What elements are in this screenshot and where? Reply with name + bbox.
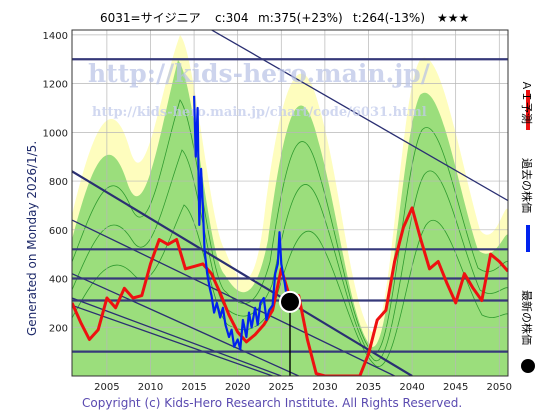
legend-latest-price-label: 最新の株価 bbox=[520, 290, 534, 345]
current-price-marker bbox=[279, 290, 301, 313]
trend-line bbox=[72, 304, 273, 376]
trend-line bbox=[72, 297, 282, 376]
x-tick-label: 2040 bbox=[399, 382, 424, 393]
plot-frame bbox=[71, 29, 509, 377]
rating-stars: ★★★ bbox=[437, 11, 469, 25]
legend-past-price-label: 過去の株価 bbox=[520, 158, 534, 213]
watermark-url-small: http://kids-hero.main.jp/chart/code/6031… bbox=[92, 105, 427, 120]
grid bbox=[72, 30, 508, 376]
trend-lines bbox=[72, 30, 508, 376]
band-contour-3 bbox=[72, 204, 508, 367]
trend-line bbox=[72, 273, 299, 376]
y-tick-label: 800 bbox=[49, 177, 68, 188]
y-axis: 200 400 600 800 1000 1200 1400 bbox=[43, 31, 68, 334]
stock-code-name: 6031=サイジニア bbox=[100, 11, 201, 25]
x-tick-label: 2035 bbox=[356, 382, 381, 393]
copyright-notice: Copyright (c) Kids-Hero Research Institu… bbox=[82, 396, 462, 410]
y-tick-label: 1400 bbox=[43, 31, 68, 42]
x-axis: 2005 2010 2015 2020 2025 2030 2035 2040 2045 2050 bbox=[94, 382, 512, 393]
x-tick-label: 2005 bbox=[94, 382, 119, 393]
y-tick-label: 1200 bbox=[43, 80, 68, 91]
plot-area: http://kids-hero.main.jp/ http://kids-he… bbox=[71, 29, 509, 377]
x-tick-label: 2010 bbox=[138, 382, 163, 393]
band-contour-1 bbox=[72, 99, 508, 354]
generated-date-label: Generated on Monday 2026/1/5. bbox=[25, 141, 39, 336]
x-tick-label: 2020 bbox=[225, 382, 250, 393]
legend-latest-price-swatch bbox=[521, 359, 535, 373]
trend-line bbox=[72, 219, 395, 376]
x-tick-label: 2015 bbox=[181, 382, 206, 393]
x-tick-label: 2045 bbox=[443, 382, 468, 393]
past-price-line bbox=[193, 95, 291, 351]
band-contour-2 bbox=[72, 149, 508, 361]
x-tick-label: 2025 bbox=[269, 382, 294, 393]
prediction-band-inner bbox=[72, 60, 508, 376]
y-tick-label: 400 bbox=[49, 275, 68, 286]
y-tick-label: 600 bbox=[49, 226, 68, 237]
mid-target-label: m:375(+23%) bbox=[258, 11, 343, 25]
x-tick-label: 2050 bbox=[487, 382, 512, 393]
y-tick-label: 200 bbox=[49, 323, 68, 334]
watermark-url-large: http://kids-hero.main.jp/ bbox=[88, 59, 431, 88]
current-price-label: c:304 bbox=[215, 11, 249, 25]
legend: ＡＩ予測 過去の株価 最新の株価 bbox=[520, 80, 535, 373]
low-target-label: t:264(-13%) bbox=[353, 11, 425, 25]
x-tick-label: 2030 bbox=[312, 382, 337, 393]
trend-line bbox=[210, 30, 508, 202]
y-tick-label: 1000 bbox=[43, 128, 68, 139]
trend-line bbox=[72, 170, 413, 376]
legend-ai-forecast-label: ＡＩ予測 bbox=[520, 80, 534, 124]
